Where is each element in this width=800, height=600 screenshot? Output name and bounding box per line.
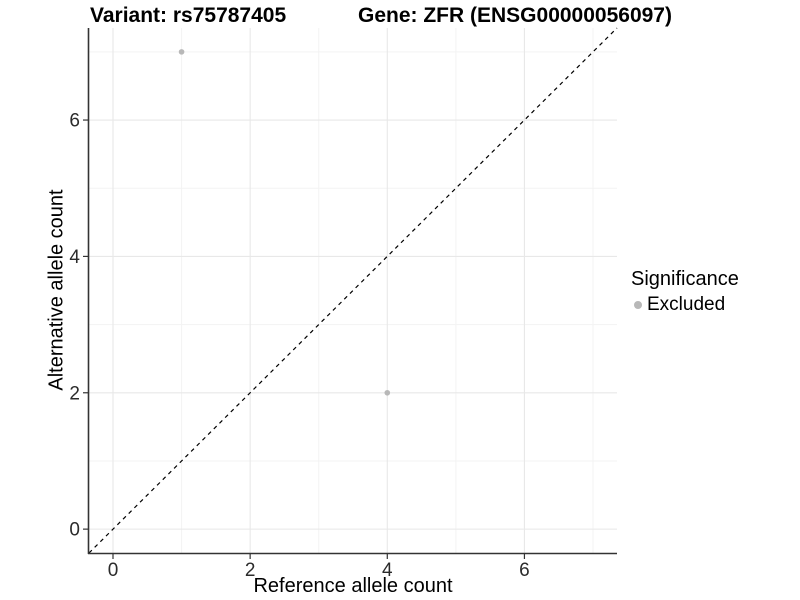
- x-tick-label: 6: [519, 560, 530, 581]
- identity-dashed-line: [88, 27, 618, 554]
- legend-entry-label: Excluded: [647, 294, 726, 315]
- legend: Significance Excluded: [631, 268, 739, 316]
- plot-title-gene: Gene: ZFR (ENSG00000056097): [358, 4, 672, 27]
- x-axis-title: Reference allele count: [253, 575, 453, 597]
- y-axis-title: Alternative allele count: [45, 189, 68, 391]
- x-tick-label: 0: [108, 560, 119, 581]
- x-tick-label: 4: [382, 560, 393, 581]
- legend-entry-excluded: Excluded: [634, 294, 739, 316]
- plot-title-variant: Variant: rs75787405: [90, 4, 287, 27]
- y-tick-label: 6: [69, 111, 80, 132]
- data-point: [384, 389, 391, 396]
- data-point: [178, 49, 185, 55]
- y-tick-label: 0: [69, 520, 80, 541]
- y-tick-label: 2: [69, 383, 80, 404]
- y-tick-label: 4: [69, 247, 80, 268]
- legend-point-icon: [634, 301, 642, 309]
- x-tick-label: 2: [245, 560, 256, 581]
- legend-title: Significance: [631, 268, 739, 290]
